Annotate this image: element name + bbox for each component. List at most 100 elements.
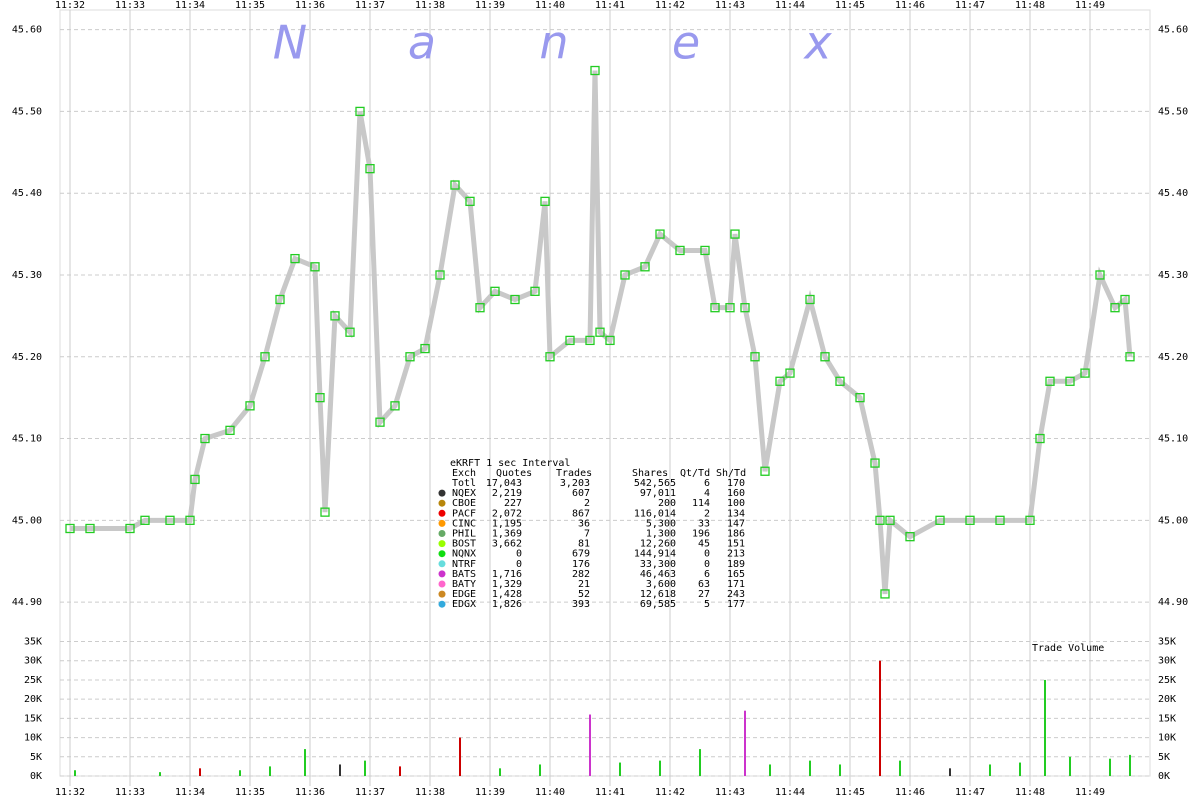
x-tick-label: 11:49 (1075, 0, 1105, 11)
table-cell: 12,618 (640, 589, 676, 600)
y-tick-label: 5K (30, 752, 42, 763)
table-cell: 151 (727, 539, 745, 550)
y-tick-label: 20K (24, 694, 42, 705)
table-cell: 189 (727, 559, 745, 570)
x-tick-label: 11:37 (355, 0, 385, 11)
table-cell: NTRF (452, 559, 476, 570)
x-tick-label: 11:48 (1015, 787, 1045, 798)
watermark: n (539, 16, 568, 70)
trade-marker (390, 401, 400, 411)
y-tick-label: 0K (1158, 771, 1170, 782)
table-header: Exch (452, 468, 476, 479)
trade-marker (475, 303, 485, 313)
x-tick-label: 11:45 (835, 787, 865, 798)
x-tick-label: 11:45 (835, 0, 865, 11)
volume-bar (364, 760, 366, 776)
y-tick-label: 30K (24, 656, 42, 667)
y-tick-label: 45.50 (12, 106, 42, 117)
y-tick-label: 44.90 (12, 597, 42, 608)
table-cell: 393 (572, 599, 590, 610)
x-tick-label: 11:36 (295, 0, 325, 11)
y-tick-label: 15K (1158, 713, 1176, 724)
table-header: Sh/Td (716, 468, 746, 479)
table-cell: EDGE (452, 589, 476, 600)
trade-marker (530, 286, 540, 296)
table-cell: 63 (698, 579, 710, 590)
y-tick-label: 0K (30, 771, 42, 782)
volume-bar (499, 768, 501, 776)
volume-bar (239, 770, 241, 776)
y-tick-label: 20K (1158, 694, 1176, 705)
table-cell: CBOE (452, 498, 476, 509)
volume-bar (74, 770, 76, 776)
trade-marker (190, 474, 200, 485)
x-tick-label: 11:46 (895, 0, 925, 11)
trade-marker (730, 229, 740, 239)
legend-marker (438, 519, 446, 527)
y-tick-label: 35K (24, 637, 42, 648)
x-tick-label: 11:46 (895, 787, 925, 798)
volume-bar (1129, 754, 1131, 776)
x-tick-label: 11:36 (295, 787, 325, 798)
trade-marker (775, 376, 785, 386)
legend-marker (438, 499, 446, 507)
table-cell: 114 (692, 498, 710, 509)
trade-marker (885, 515, 895, 525)
trade-marker (420, 343, 430, 354)
y-tick-label: 45.00 (12, 515, 42, 526)
table-cell: 2,219 (492, 488, 522, 499)
legend-marker (438, 540, 446, 548)
table-cell: 5,300 (646, 518, 676, 529)
legend-marker (438, 489, 446, 497)
trade-marker (435, 270, 445, 280)
table-header: Qt/Td (680, 468, 710, 479)
trade-marker (820, 352, 830, 362)
table-cell: 200 (658, 498, 676, 509)
volume-bar (539, 764, 541, 776)
trade-marker (245, 401, 255, 411)
x-tick-label: 11:39 (475, 787, 505, 798)
trade-marker (330, 311, 340, 321)
table-cell: 243 (727, 589, 745, 600)
table-cell: 282 (572, 569, 590, 580)
trade-marker (320, 507, 330, 517)
y-tick-label: 45.10 (12, 434, 42, 445)
table-cell: 227 (504, 498, 522, 509)
trade-marker (725, 303, 735, 313)
trade-marker (275, 294, 285, 305)
trade-marker (375, 417, 385, 427)
table-cell: NQEX (452, 488, 476, 499)
x-tick-label: 11:38 (415, 0, 445, 11)
trade-marker (1080, 368, 1090, 378)
watermark: N (273, 16, 307, 70)
table-cell: 3,203 (560, 478, 590, 489)
trade-marker (545, 352, 555, 362)
table-cell: EDGX (452, 599, 476, 610)
legend-marker (438, 550, 446, 558)
table-cell: 46,463 (640, 569, 676, 580)
x-tick-label: 11:44 (775, 0, 805, 11)
table-cell: 81 (578, 539, 590, 550)
x-tick-label: 11:35 (235, 787, 265, 798)
legend-marker (438, 590, 446, 598)
trade-marker (140, 515, 150, 525)
trade-marker (290, 253, 300, 264)
table-cell: CINC (452, 518, 476, 529)
table-cell: 2 (704, 508, 710, 519)
x-tick-label: 11:41 (595, 0, 625, 11)
y-tick-label: 10K (24, 733, 42, 744)
table-cell: 1,716 (492, 569, 522, 580)
y-tick-label: 45.10 (1158, 434, 1188, 445)
table-cell: 1,329 (492, 579, 522, 590)
y-tick-label: 45.50 (1158, 106, 1188, 117)
trade-marker (835, 376, 845, 386)
trade-marker (905, 532, 915, 542)
trade-marker (870, 458, 880, 468)
x-tick-label: 11:35 (235, 0, 265, 11)
x-tick-label: 11:33 (115, 0, 145, 11)
table-cell: 160 (727, 488, 745, 499)
y-tick-label: 15K (24, 713, 42, 724)
volume-bar (839, 764, 841, 776)
x-tick-label: 11:42 (655, 787, 685, 798)
table-cell: PACF (452, 508, 476, 519)
